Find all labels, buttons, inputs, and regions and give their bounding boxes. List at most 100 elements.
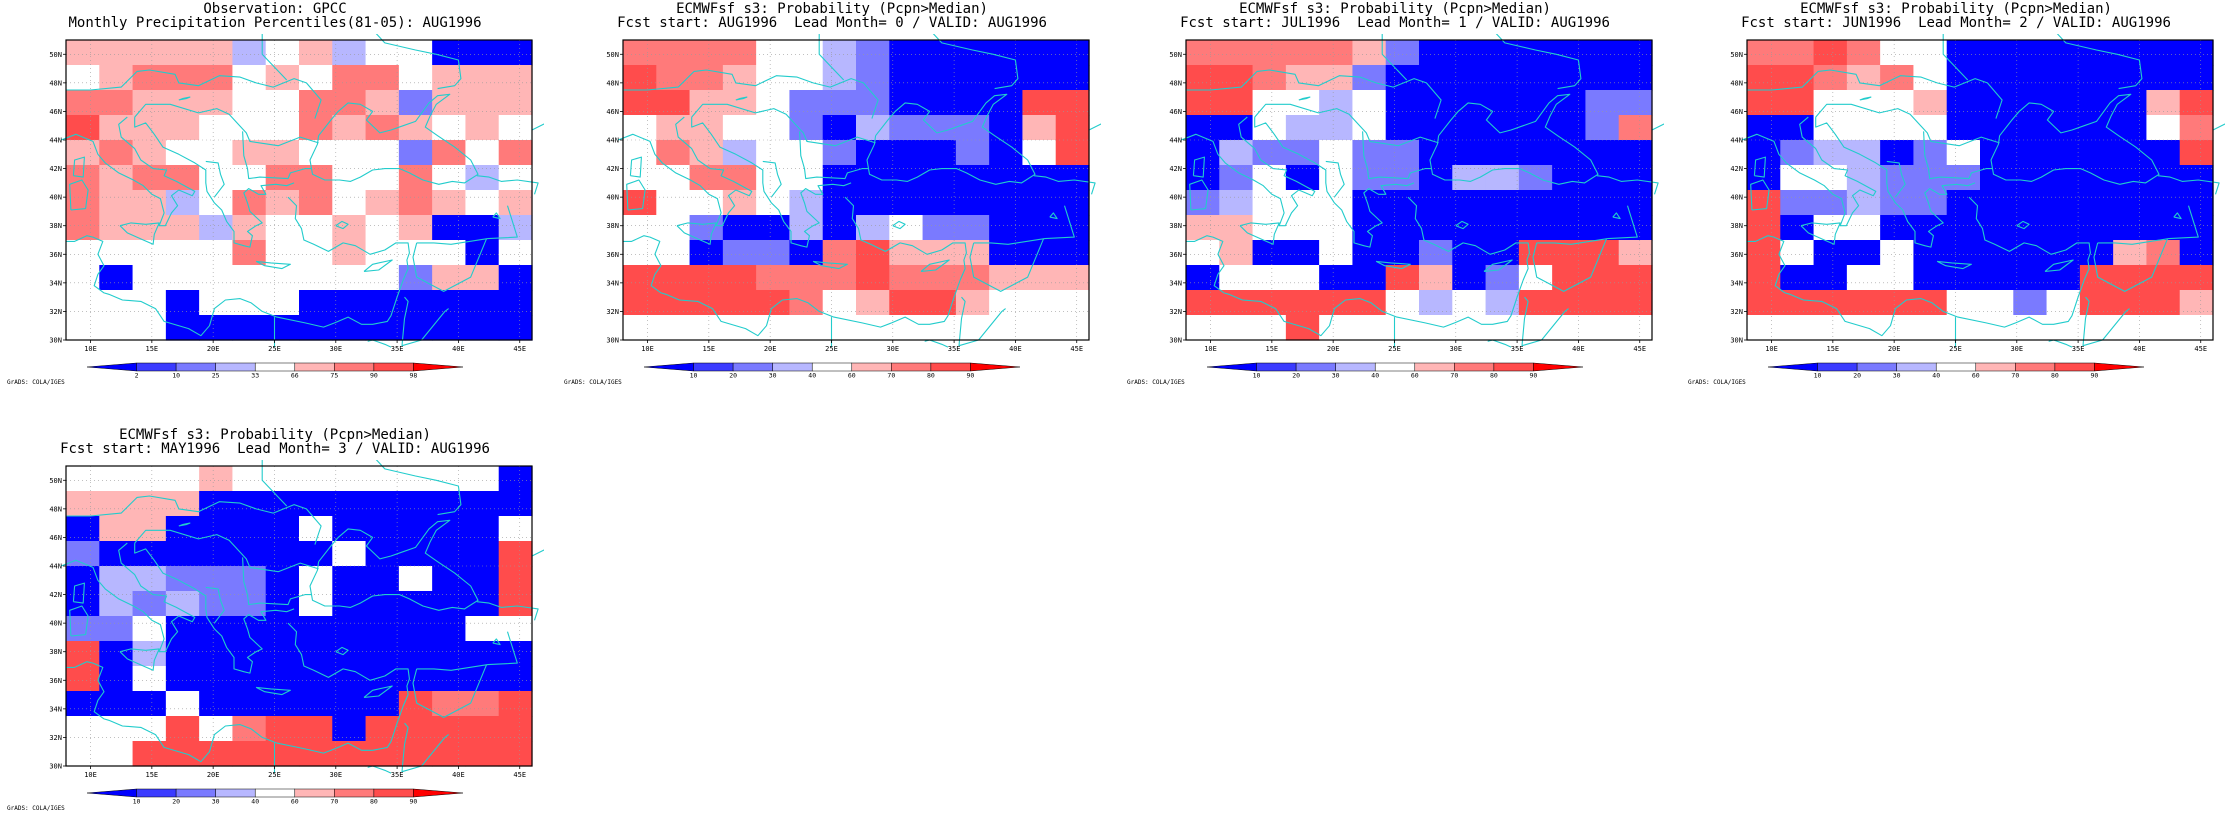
grid-cell: [889, 315, 924, 341]
grid-cell: [99, 240, 134, 266]
grid-cell: [1452, 315, 1487, 341]
grid-cell: [398, 140, 433, 166]
coastline: [2016, 220, 2030, 230]
grid-cell: [2013, 165, 2048, 191]
grid-cell: [1452, 265, 1487, 291]
grid-cell: [656, 165, 691, 191]
lon-tick-label: 20E: [1327, 345, 1340, 353]
grid-cell: [955, 65, 990, 91]
grid-cell: [1780, 240, 1815, 266]
grid-cell: [2113, 290, 2148, 316]
grid-cell: [822, 265, 857, 291]
grid-cell: [689, 165, 724, 191]
grid-cell: [99, 666, 134, 692]
coastline: [1747, 69, 2003, 119]
grid-cell: [132, 40, 167, 66]
grid-cell: [1846, 115, 1881, 141]
grid-cell: [623, 190, 657, 216]
grid-cell: [432, 591, 467, 617]
grid-cell: [1585, 115, 1620, 141]
grid-cell: [623, 90, 657, 116]
grid-cell: [299, 741, 333, 767]
grid-cell: [889, 65, 924, 91]
grid-cell: [432, 616, 467, 642]
grid-cell: [66, 240, 100, 266]
coastline: [1254, 117, 1415, 248]
grid-cell: [432, 716, 467, 742]
grid-cell: [199, 466, 234, 492]
grid-cell: [822, 290, 857, 316]
grid-cell: [99, 115, 134, 141]
grid-cell: [1846, 265, 1881, 291]
grid-cell: [1055, 190, 1090, 216]
grid-cell: [365, 65, 400, 91]
lat-tick-label: 32N: [49, 734, 62, 742]
lon-tick-label: 15E: [146, 345, 159, 353]
grid-cell: [132, 265, 167, 291]
grid-cell: [856, 40, 890, 66]
grid-cell: [1452, 290, 1487, 316]
grid-cell: [199, 616, 234, 642]
grid-cell: [822, 190, 857, 216]
grid-cell: [1813, 65, 1848, 91]
grid-cell: [398, 566, 433, 592]
grid-cell: [66, 40, 100, 66]
coastline: [66, 196, 410, 337]
grid-cell: [365, 741, 400, 767]
colorbar-arrow-high: [970, 362, 1021, 372]
grid-cell: [1352, 90, 1387, 116]
grid-cell: [1186, 90, 1220, 116]
grid-cell: [922, 190, 957, 216]
grid-cell: [232, 716, 267, 742]
grid-cell: [132, 215, 167, 241]
grid-cell: [889, 140, 924, 166]
grid-cell: [365, 40, 400, 66]
grid-cell: [989, 290, 1024, 316]
grid-cell: [1419, 190, 1453, 216]
grid-cell: [199, 190, 234, 216]
grid-cell: [1352, 115, 1387, 141]
grid-cell: [1352, 315, 1387, 341]
grid-cell: [1285, 240, 1320, 266]
grid-cell: [66, 641, 100, 667]
coastline: [60, 116, 196, 227]
grid-cell: [398, 90, 433, 116]
grid-cell: [498, 215, 533, 241]
grid-cell: [2179, 215, 2214, 241]
colorbar-label: 10: [1814, 372, 1822, 379]
grid-cell: [132, 90, 167, 116]
grid-cell: [332, 566, 367, 592]
grid-cell: [2146, 40, 2181, 66]
grid-cell: [1022, 265, 1057, 291]
coastline: [363, 259, 393, 272]
colorbar-bins: [643, 362, 1021, 372]
grid-cell: [1485, 215, 1520, 241]
coastline: [1254, 103, 1439, 147]
coastline: [242, 131, 312, 180]
grid-cell: [165, 641, 200, 667]
grid-cell: [1846, 215, 1881, 241]
colorbar-label: 30: [769, 372, 777, 379]
colorbar-bin: [175, 362, 216, 372]
grid-cell: [66, 315, 100, 341]
grid-cell: [689, 315, 724, 341]
grid-cell: [1186, 290, 1220, 316]
grid-cell: [1980, 190, 2014, 216]
lat-tick-label: 48N: [606, 79, 619, 87]
coastline: [1750, 179, 1770, 211]
grid-cell: [232, 641, 267, 667]
map-grid-cells: [66, 40, 533, 341]
lat-tick-label: 38N: [49, 648, 62, 656]
coastline: [335, 220, 349, 230]
grid-cell: [132, 716, 167, 742]
grid-cell: [465, 591, 500, 617]
lat-tick-label: 36N: [1730, 251, 1743, 259]
coastline: [367, 765, 392, 774]
grid-cell: [132, 165, 167, 191]
grid-cell: [1285, 165, 1320, 191]
colorbar: 2 10 25 33 66 75 90 98: [86, 362, 464, 378]
grid-cell: [2146, 290, 2181, 316]
grid-cell: [2079, 65, 2114, 91]
grid-cell: [1518, 190, 1553, 216]
grid-cell: [2079, 165, 2114, 191]
